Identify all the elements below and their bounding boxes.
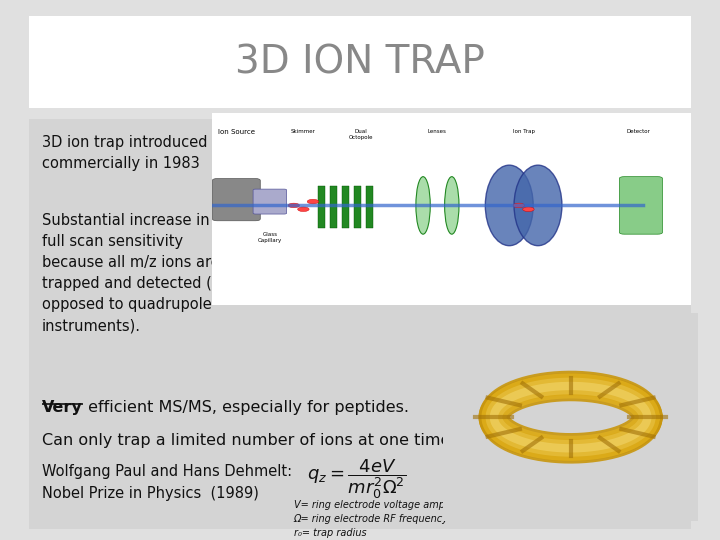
- Circle shape: [297, 207, 309, 212]
- Text: V= ring electrode voltage amplitude
Ω= ring electrode RF frequency
r₀= trap radi: V= ring electrode voltage amplitude Ω= r…: [294, 501, 472, 538]
- Text: Dual
Octopole: Dual Octopole: [348, 129, 373, 139]
- Text: 3D ION TRAP: 3D ION TRAP: [235, 43, 485, 81]
- Text: $q_z = \dfrac{4eV}{mr_0^2\Omega^2}$: $q_z = \dfrac{4eV}{mr_0^2\Omega^2}$: [307, 457, 407, 501]
- Ellipse shape: [416, 177, 431, 234]
- Text: 3D ion trap introduced
commercially in 1983: 3D ion trap introduced commercially in 1…: [42, 135, 207, 171]
- Bar: [366, 186, 373, 228]
- Bar: [354, 186, 361, 228]
- Ellipse shape: [514, 165, 562, 246]
- FancyBboxPatch shape: [619, 177, 662, 234]
- Ellipse shape: [445, 177, 459, 234]
- Text: efficient MS/MS, especially for peptides.: efficient MS/MS, especially for peptides…: [83, 400, 409, 415]
- Text: Detector: Detector: [626, 129, 650, 134]
- Bar: [318, 186, 325, 228]
- Text: Skimmer: Skimmer: [291, 129, 316, 134]
- Circle shape: [523, 207, 534, 212]
- FancyBboxPatch shape: [253, 189, 287, 214]
- Text: Very: Very: [42, 400, 83, 415]
- Ellipse shape: [485, 165, 534, 246]
- Bar: [342, 186, 349, 228]
- Text: Ion Trap: Ion Trap: [513, 129, 535, 134]
- Text: Wolfgang Paul and Hans Dehmelt:
Nobel Prize in Physics  (1989): Wolfgang Paul and Hans Dehmelt: Nobel Pr…: [42, 463, 292, 501]
- Text: Ion Source: Ion Source: [218, 129, 255, 135]
- Circle shape: [513, 203, 525, 208]
- FancyBboxPatch shape: [212, 179, 261, 221]
- Text: Can only trap a limited number of ions at one time.: Can only trap a limited number of ions a…: [42, 433, 456, 448]
- Circle shape: [307, 199, 319, 204]
- Circle shape: [288, 203, 300, 208]
- Text: Glass
Capillary: Glass Capillary: [258, 232, 282, 243]
- Bar: [330, 186, 337, 228]
- Text: Lenses: Lenses: [428, 129, 447, 134]
- Text: Substantial increase in
full scan sensitivity
because all m/z ions are
trapped a: Substantial increase in full scan sensit…: [42, 213, 229, 333]
